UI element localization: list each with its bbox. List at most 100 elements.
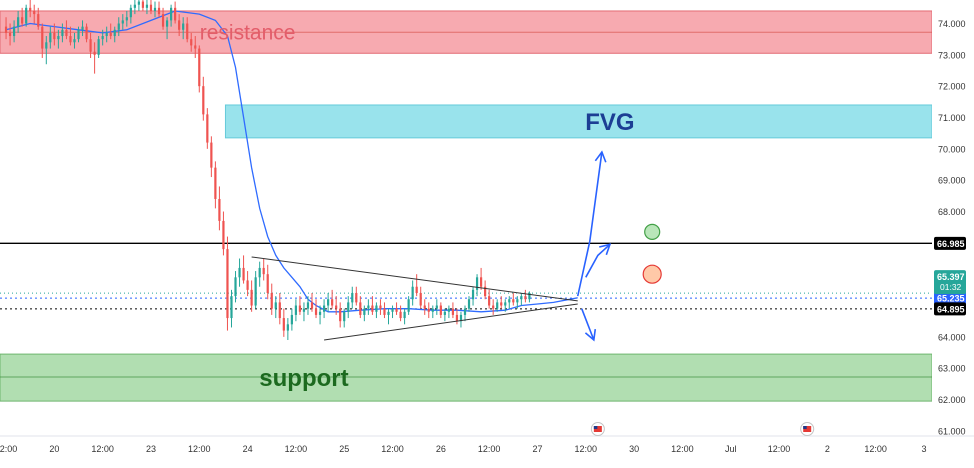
candle-body (41, 26, 44, 49)
candle-body (302, 308, 306, 312)
candle-body (439, 305, 442, 315)
candle-body (17, 17, 20, 27)
candle (407, 296, 410, 315)
key-level-label: 66.985 (937, 239, 965, 249)
y-tick-label: 72.000 (938, 82, 966, 92)
candle-body (169, 7, 173, 21)
candle (351, 286, 354, 309)
candle-body (246, 280, 249, 290)
y-tick-label: 74.000 (938, 19, 966, 29)
candle (49, 26, 52, 49)
candle (234, 271, 237, 303)
candle-body (113, 29, 116, 37)
candle-body (61, 29, 64, 37)
candle-body (298, 305, 302, 312)
triangle-lower-line (324, 303, 578, 341)
candle (109, 23, 112, 40)
candle-body (286, 324, 289, 331)
candle-body (137, 1, 141, 5)
candle-body (153, 7, 157, 11)
candle-body (524, 296, 527, 300)
candle-body (157, 7, 161, 15)
candle (141, 0, 145, 11)
candle-body (471, 289, 475, 300)
candle-body (310, 302, 314, 309)
candle (97, 36, 100, 58)
candle-body (8, 32, 12, 37)
candle-body (451, 308, 455, 315)
x-axis[interactable]: 12:002012:002312:002412:002512:002612:00… (0, 422, 974, 464)
candle (214, 161, 217, 209)
candle-body (379, 305, 382, 309)
candle-body (443, 311, 446, 315)
candle (415, 274, 418, 297)
candle-body (435, 305, 438, 309)
support-label: support (259, 365, 348, 392)
current-price-badge (934, 291, 966, 305)
event-flag-icon[interactable] (590, 422, 605, 436)
candle (306, 296, 310, 315)
candle (395, 302, 398, 315)
candle-body (165, 20, 169, 27)
candle-body (141, 1, 145, 8)
retest-arrow (585, 243, 611, 278)
fvg-label: FVG (585, 109, 634, 136)
candle (182, 17, 185, 40)
candle-body (496, 302, 499, 309)
candle (254, 271, 257, 309)
candle-body (335, 305, 338, 309)
x-tick-label: 12:00 (285, 444, 308, 454)
candle (69, 26, 72, 46)
candle (318, 305, 322, 325)
candle-body (53, 32, 56, 40)
candle (508, 296, 511, 309)
x-axis-panel (0, 436, 932, 463)
candle (81, 20, 84, 37)
candle-body (375, 305, 378, 312)
candle (4, 17, 8, 40)
candle-body (427, 308, 430, 312)
current-price-box (934, 270, 966, 295)
candle-body (218, 198, 221, 221)
x-tick-label: 12:00 (575, 444, 598, 454)
candle (339, 302, 342, 328)
candle (298, 296, 302, 315)
candle (149, 0, 153, 15)
candle (435, 299, 438, 315)
candle (17, 10, 20, 33)
candle (202, 76, 205, 121)
candle-body (467, 299, 471, 309)
candle-body (210, 142, 213, 168)
candle-body (194, 45, 197, 49)
x-tick-label: 24 (243, 444, 253, 454)
candle (371, 296, 374, 315)
candle-body (463, 308, 467, 315)
x-tick-label: 12:00 (91, 444, 114, 454)
candle-body (85, 26, 88, 40)
y-axis[interactable]: 74.000 73.000 72.000 71.000 70.000 69.000 68.0… (932, 0, 974, 463)
candle (471, 286, 475, 306)
candle-body (419, 292, 422, 306)
bullish-arrow (576, 151, 603, 297)
candle (101, 29, 104, 46)
candle-body (294, 305, 298, 315)
candle (459, 311, 463, 328)
event-flag-icon[interactable] (800, 422, 815, 436)
candle (45, 36, 48, 65)
y-axis-panel (932, 0, 974, 463)
candle-body (411, 286, 414, 300)
candle (222, 211, 225, 256)
x-tick-label: 12:00 (381, 444, 404, 454)
retest-arrow-head (599, 243, 612, 256)
candle (29, 0, 32, 18)
x-tick-label: 27 (532, 444, 542, 454)
candle-body (363, 308, 366, 315)
candle-body (322, 305, 326, 312)
candle-body (25, 7, 28, 24)
green-circle (644, 223, 661, 240)
candle-body (198, 48, 201, 87)
candle (105, 26, 108, 43)
candle (391, 305, 394, 319)
x-tick-label: 12:00 (864, 444, 887, 454)
